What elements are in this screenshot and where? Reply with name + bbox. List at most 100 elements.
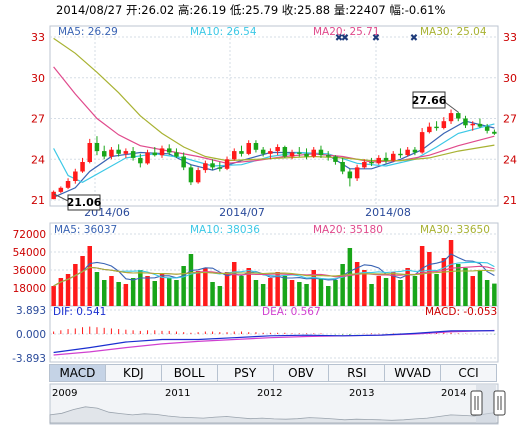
candle-body: [94, 143, 100, 152]
timeline-years: 2009 2011 2012 2013 2014: [52, 388, 466, 399]
volume-bar: [477, 270, 483, 306]
price-tick-right: 27: [503, 113, 517, 126]
volume-bar: [289, 280, 295, 306]
candle-body: [116, 149, 121, 154]
event-marker-3[interactable]: ✖: [372, 33, 380, 44]
volume-bar: [195, 271, 201, 306]
volume-bar: [159, 274, 165, 306]
candle-body: [333, 156, 338, 162]
price-ma-label-1: MA5: 26.29: [58, 26, 118, 38]
price-tick-right: 33: [503, 31, 517, 44]
volume-tick: 36000: [13, 265, 46, 277]
volume-bar: [333, 280, 338, 306]
macd-tick: 0.000: [16, 329, 46, 341]
volume-bar: [456, 264, 461, 306]
price-panel: [49, 25, 499, 207]
volume-bar: [51, 286, 56, 306]
candle-body: [289, 152, 295, 157]
volume-bar: [419, 246, 425, 306]
macd-tick: 3.893: [16, 305, 46, 317]
price-tick-left: 30: [31, 72, 45, 85]
year-label: 2013: [349, 388, 374, 399]
low-annotation: 21.06: [53, 193, 102, 211]
tab-psy[interactable]: PSY: [218, 365, 274, 381]
volume-bar: [492, 283, 497, 306]
price-ma-label-3: MA20: 25.71: [313, 26, 380, 38]
candle-body: [427, 126, 432, 133]
volume-bar: [232, 262, 237, 306]
macd-tick: -3.893: [12, 353, 46, 365]
candle-body: [246, 143, 251, 154]
volume-bar: [441, 258, 447, 306]
volume-bar: [167, 278, 172, 306]
candle-body: [383, 157, 389, 161]
price-tick-right: 30: [503, 72, 517, 85]
candle-body: [188, 167, 194, 183]
candle-body: [260, 149, 266, 154]
high-annotation: 27.66: [412, 91, 459, 113]
volume-bar: [260, 284, 266, 306]
candle-body: [492, 131, 497, 134]
volume-bar: [470, 276, 475, 306]
price-ma-label-4: MA30: 25.04: [420, 26, 487, 38]
tab-rsi[interactable]: RSI: [329, 365, 386, 381]
tab-cci[interactable]: CCI: [458, 366, 479, 380]
candle-body: [318, 149, 324, 156]
candle-body: [217, 167, 223, 169]
candle-body: [195, 170, 201, 183]
tab-wvad[interactable]: WVAD: [385, 365, 442, 381]
candle-body: [181, 156, 186, 168]
tab-kdj[interactable]: KDJ: [106, 365, 162, 381]
volume-ma-label-1: MA5: 36037: [54, 224, 117, 236]
candle-body: [275, 147, 280, 152]
candle-body: [174, 152, 179, 157]
volume-ma-label-4: MA30: 33650: [420, 224, 490, 236]
tab-boll[interactable]: BOLL: [162, 365, 218, 381]
price-tick-right: 24: [503, 153, 517, 166]
volume-bar: [80, 256, 85, 306]
volume-bar: [152, 281, 157, 306]
volume-bar: [463, 268, 468, 306]
event-marker-2[interactable]: ✖: [341, 33, 349, 44]
price-tick-left: 24: [31, 153, 45, 166]
volume-bar: [246, 268, 251, 306]
volume-bar: [398, 280, 403, 306]
year-label: 2014: [441, 388, 466, 399]
timeline-right-handle[interactable]: [493, 390, 506, 416]
volume-bar: [73, 264, 78, 306]
volume-bar: [224, 272, 230, 306]
volume-bar: [311, 270, 316, 306]
volume-bar: [210, 282, 215, 306]
event-marker-1[interactable]: ✖: [335, 33, 343, 44]
candle-body: [73, 171, 78, 181]
macd-label: MACD: -0.053: [425, 306, 497, 318]
volume-bar: [253, 280, 259, 306]
dea-label: DEA: 0.567: [262, 306, 321, 318]
ma-line-ma30: [53, 37, 495, 162]
volume-ma-label-2: MA10: 38036: [190, 224, 260, 236]
volume-bar: [130, 278, 136, 306]
candle-body: [210, 163, 215, 168]
timeline-left-handle[interactable]: [470, 390, 483, 416]
dif-line: [53, 330, 495, 354]
volume-bar: [362, 270, 367, 306]
volume-bar: [275, 272, 280, 306]
year-label: 2009: [52, 388, 77, 399]
event-marker-4[interactable]: ✖: [410, 33, 418, 44]
high-annotation-label: 27.66: [412, 94, 447, 107]
tab-macd[interactable]: MACD: [50, 365, 106, 381]
price-tick-right: 21: [503, 194, 517, 207]
candle-body: [484, 126, 490, 131]
volume-bars: [51, 240, 497, 306]
candle-body: [477, 123, 483, 127]
volume-ma-line-ma10: [53, 261, 495, 287]
candle-body: [102, 151, 107, 157]
candle-body: [340, 162, 345, 172]
candle-body: [167, 148, 172, 153]
price-tick-left: 21: [31, 194, 45, 207]
price-ma-label-2: MA10: 26.54: [190, 26, 257, 38]
candle-body: [138, 157, 143, 164]
tab-obv[interactable]: OBV: [274, 365, 330, 381]
